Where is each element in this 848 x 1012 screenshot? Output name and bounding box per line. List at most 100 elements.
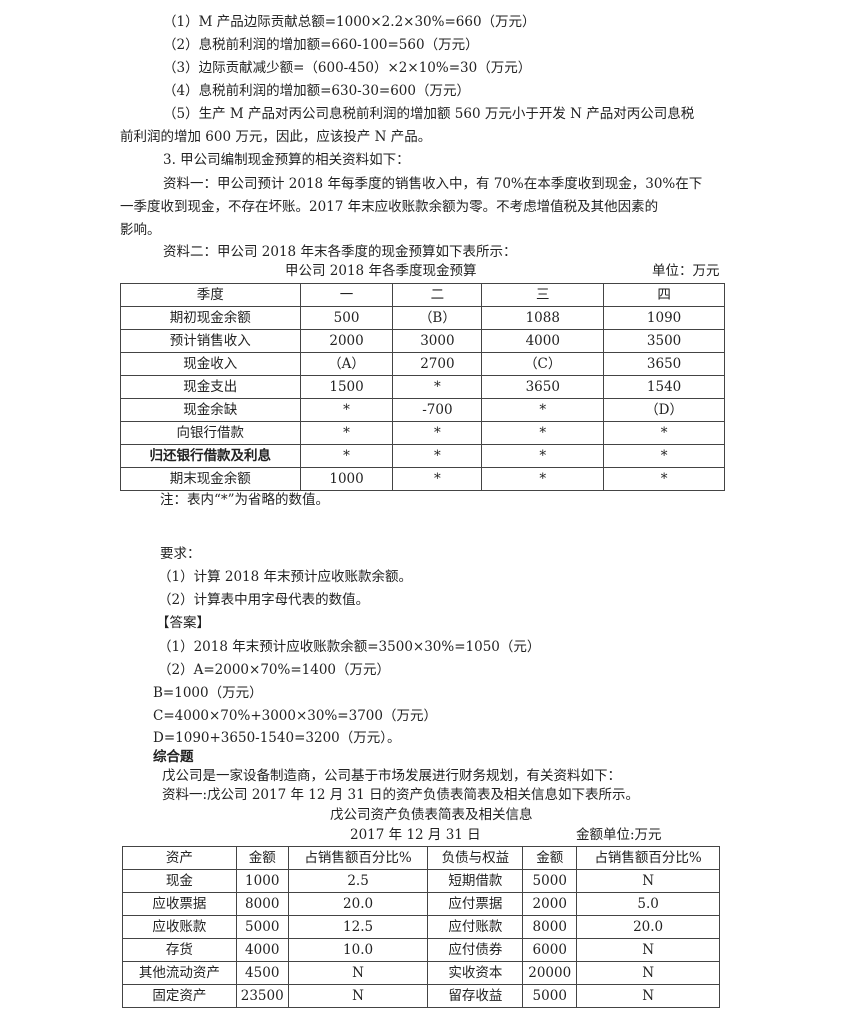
table-cell: 3500 <box>603 329 725 353</box>
table1-unit: 单位：万元 <box>652 263 720 279</box>
table-cell: 5000 <box>522 869 578 893</box>
answer-title: 【答案】 <box>156 615 210 631</box>
table-cell: 1090 <box>603 306 725 330</box>
table-cell: * <box>603 467 725 491</box>
table-cell: （A） <box>299 352 394 376</box>
table-cell: * <box>299 444 394 468</box>
table-header-row: 季度一二三四 <box>120 283 725 307</box>
table-cell: 一 <box>299 283 394 307</box>
table-cell: （B） <box>392 306 483 330</box>
text-line: （5）生产 M 产品对丙公司息税前利润的增加额 560 万元小于开发 N 产品对… <box>163 106 695 122</box>
text-line: （4）息税前利润的增加额=630-30=600（万元） <box>163 83 470 99</box>
table-cell: 季度 <box>120 283 301 307</box>
table-cell: 20000 <box>522 961 578 985</box>
table-cell: 20.0 <box>287 892 429 916</box>
text-line: 资料二：甲公司 2018 年末各季度的现金预算如下表所示： <box>163 244 517 260</box>
requirement-item: （1）计算 2018 年末预计应收账款余额。 <box>158 569 413 585</box>
table-cell: 留存收益 <box>427 984 524 1008</box>
table-cell: 1540 <box>603 375 725 399</box>
table-cell: 2000 <box>522 892 578 916</box>
table-cell: 23500 <box>235 984 289 1008</box>
table-row: 现金余缺 * -700 * （D） <box>120 398 725 422</box>
table-row: 向银行借款 * * * * <box>120 421 725 445</box>
text-line: 前利润的增加 600 万元，因此，应该投产 N 产品。 <box>120 129 432 145</box>
answer-item: D=1090+3650-1540=3200（万元）。 <box>153 730 401 746</box>
table-cell: 二 <box>392 283 483 307</box>
table-cell: 向银行借款 <box>120 421 301 445</box>
section-line: 资料一:戊公司 2017 年 12 月 31 日的资产负债表简表及相关信息如下表… <box>162 787 640 803</box>
table-cell: 占销售额百分比% <box>576 846 720 870</box>
table-cell: 2.5 <box>287 869 429 893</box>
text-line: （3）边际贡献减少额=（600-450）×2×10%=30（万元） <box>163 60 532 76</box>
text-line: 影响。 <box>120 222 161 238</box>
table-row: 应收票据 8000 20.0 应付票据 2000 5.0 <box>122 892 720 916</box>
table-cell: 现金收入 <box>120 352 301 376</box>
table-cell: 4000 <box>481 329 605 353</box>
table-cell: （C） <box>481 352 605 376</box>
table-cell: 预计销售收入 <box>120 329 301 353</box>
table-cell: 8000 <box>235 892 289 916</box>
table1-title: 甲公司 2018 年各季度现金预算 <box>285 263 477 279</box>
section-title: 综合题 <box>153 749 194 765</box>
table-cell: 应收账款 <box>122 915 237 939</box>
table-cell: 占销售额百分比% <box>287 846 429 870</box>
table-row: 其他流动资产 4500 N 实收资本 20000 N <box>122 961 720 985</box>
table-cell: 应付债券 <box>427 938 524 962</box>
table-cell: 4500 <box>235 961 289 985</box>
answer-item: C=4000×70%+3000×30%=3700（万元） <box>153 708 437 724</box>
table-cell: 8000 <box>522 915 578 939</box>
table-cell: * <box>481 398 605 422</box>
table-cell: * <box>392 444 483 468</box>
table-cell: * <box>392 421 483 445</box>
table-row: 期末现金余额 1000 * * * <box>120 467 725 491</box>
section-line: 戊公司是一家设备制造商，公司基于市场发展进行财务规划，有关资料如下： <box>162 768 621 784</box>
table-cell: N <box>576 938 720 962</box>
table-cell: 5000 <box>235 915 289 939</box>
text-line: （1）M 产品边际贡献总额=1000×2.2×30%=660（万元） <box>163 14 536 30</box>
table-cell: 负债与权益 <box>427 846 524 870</box>
table-row: 固定资产 23500 N 留存收益 5000 N <box>122 984 720 1008</box>
table-row: 预计销售收入 2000 3000 4000 3500 <box>120 329 725 353</box>
balance-sheet-table: 资产 金额 占销售额百分比% 负债与权益 金额 占销售额百分比% 现金 1000 2.5 短期借款… <box>122 846 720 1008</box>
table-cell: * <box>481 444 605 468</box>
table-cell: N <box>576 984 720 1008</box>
table-row: 归还银行借款及利息 * * * * <box>120 444 725 468</box>
table-cell: * <box>392 467 483 491</box>
text-line: 一季度收到现金，不存在坏账。2017 年末应收账款余额为零。不考虑增值税及其他因… <box>120 199 659 215</box>
table-row: 期初现金余额 500 （B） 1088 1090 <box>120 306 725 330</box>
table-row: 应收账款 5000 12.5 应付账款 8000 20.0 <box>122 915 720 939</box>
table-cell: 2700 <box>392 352 483 376</box>
table-cell: 3650 <box>481 375 605 399</box>
table-cell: 现金 <box>122 869 237 893</box>
table-cell: 4000 <box>235 938 289 962</box>
table-cell: * <box>603 421 725 445</box>
answer-item: （2）A=2000×70%=1400（万元） <box>158 662 390 678</box>
table-cell: 1088 <box>481 306 605 330</box>
text-line: 3. 甲公司编制现金预算的相关资料如下： <box>163 152 410 168</box>
table-cell: 短期借款 <box>427 869 524 893</box>
table-cell: 期末现金余额 <box>120 467 301 491</box>
table-cell: 现金余缺 <box>120 398 301 422</box>
table-cell: 1000 <box>235 869 289 893</box>
table-cell: 四 <box>603 283 725 307</box>
table-cell: 现金支出 <box>120 375 301 399</box>
table-row: 现金收入 （A） 2700 （C） 3650 <box>120 352 725 376</box>
table-row: 现金支出 1500 * 3650 1540 <box>120 375 725 399</box>
table-cell: N <box>576 869 720 893</box>
table-cell: 5.0 <box>576 892 720 916</box>
table-cell: 2000 <box>299 329 394 353</box>
table1-note: 注：表内“*”为省略的数值。 <box>160 492 330 508</box>
table2-unit: 金额单位:万元 <box>576 827 662 843</box>
table-row: 现金 1000 2.5 短期借款 5000 N <box>122 869 720 893</box>
table-cell: * <box>481 421 605 445</box>
table-cell: 3000 <box>392 329 483 353</box>
table-cell: 10.0 <box>287 938 429 962</box>
table-cell: 1000 <box>299 467 394 491</box>
text-line: 资料一：甲公司预计 2018 年每季度的销售收入中，有 70%在本季度收到现金，… <box>163 176 703 192</box>
table-cell: 应付账款 <box>427 915 524 939</box>
table-cell: 三 <box>481 283 605 307</box>
table-cell: 归还银行借款及利息 <box>120 444 301 468</box>
table2-date: 2017 年 12 月 31 日 <box>350 827 481 843</box>
table-cell: 3650 <box>603 352 725 376</box>
answer-item: （1）2018 年末预计应收账款余额=3500×30%=1050（元） <box>158 639 541 655</box>
